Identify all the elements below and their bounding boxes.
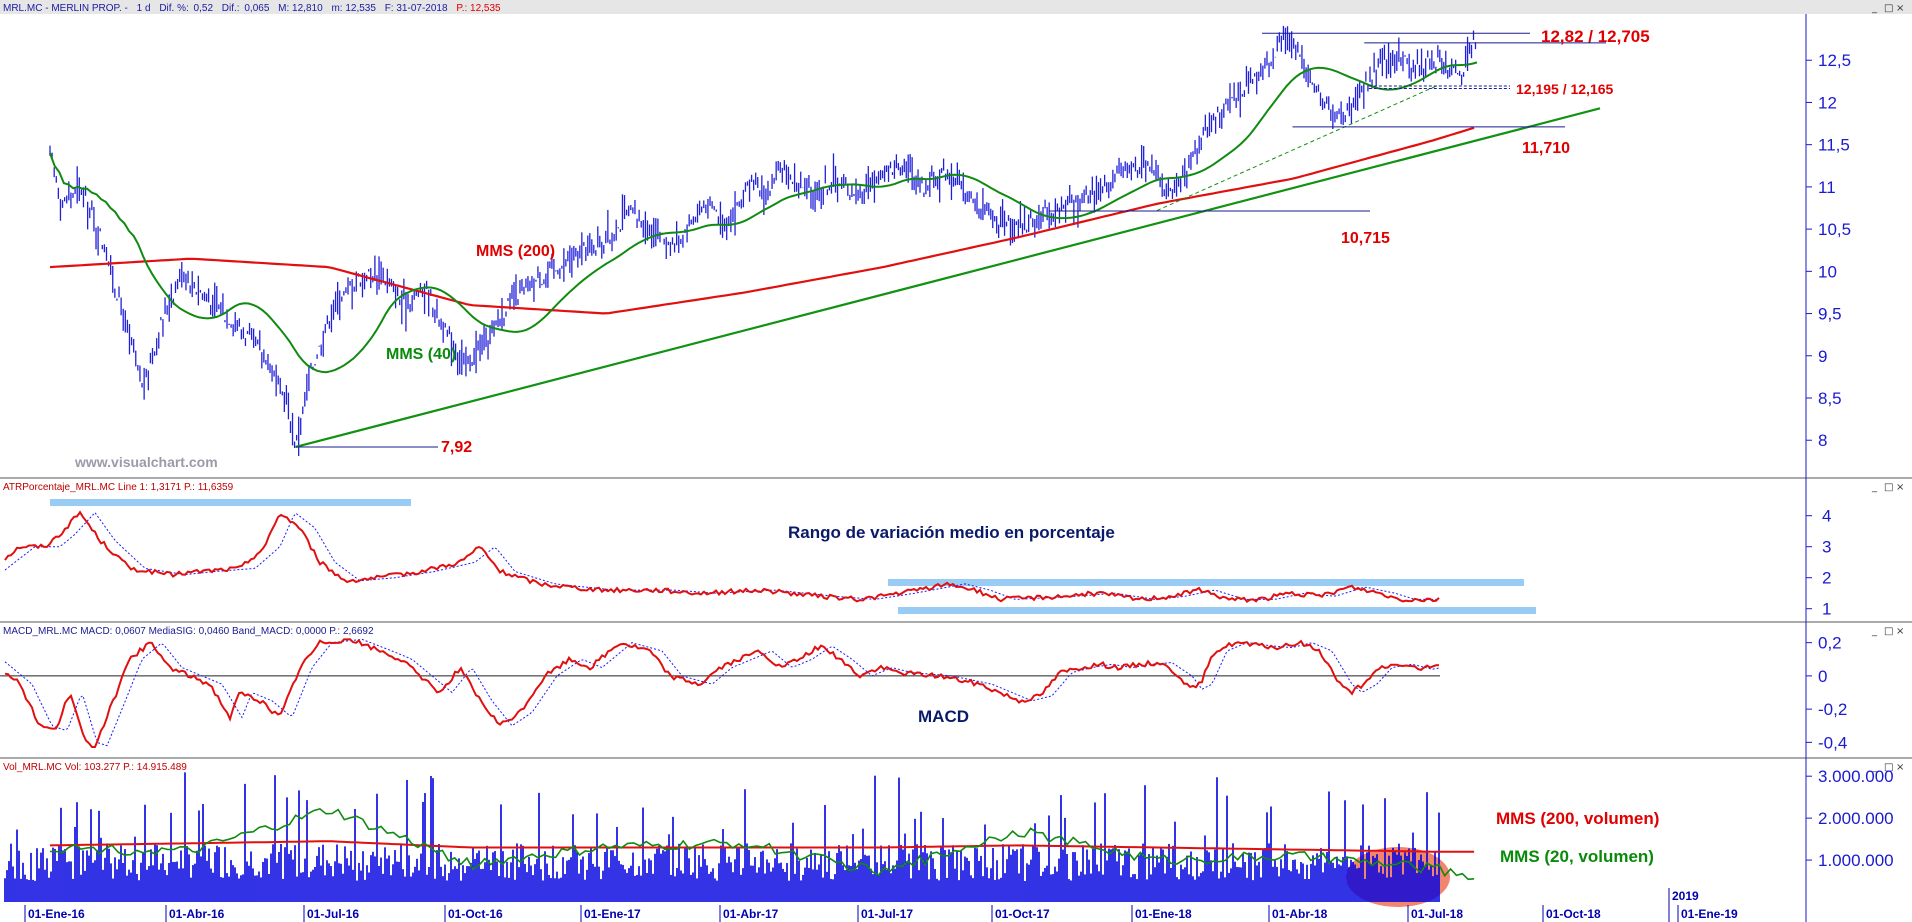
atr-close-button[interactable]: × [1896,482,1904,493]
x-tick-label: 01-Oct-16 [448,907,503,921]
volume-minimize-button[interactable]: _ [1871,762,1878,773]
x-tick-label: 01-Jul-18 [1411,907,1463,921]
atr-maximize-button[interactable]: □ [1884,482,1893,493]
macd-tick-label: 0,2 [1818,634,1842,653]
vol-mms20-label: MMS (20, volumen) [1500,847,1654,866]
header-difpct-label: Dif. %: [159,3,188,14]
mms200-label: MMS (200) [476,243,555,260]
volume-maximize-button[interactable]: □ [1884,762,1893,773]
header-dif-value: 0,065 [244,3,269,14]
macd-signal-line [4,638,1440,747]
header-difpct-value: 0,52 [194,3,214,14]
atr-tick-label: 3 [1822,538,1831,557]
maximize-button[interactable]: □ [1884,3,1893,14]
price-tick-label: 9,5 [1818,305,1842,324]
minimize-button[interactable]: _ [1871,3,1878,14]
header-symbol: MRL.MC - MERLIN PROP. - [3,3,128,14]
volume-tick-label: 1.000.000 [1818,851,1894,870]
x-tick-label: 01-Abr-18 [1272,907,1328,921]
price-tick-label: 10,5 [1818,220,1851,239]
atr-title: Rango de variación medio en porcentaje [788,523,1115,542]
watermark: www.visualchart.com [74,454,218,470]
close-button[interactable]: × [1896,3,1904,14]
vol-mms200-label: MMS (200, volumen) [1496,809,1659,828]
header-bar [0,0,1912,14]
macd-tick-label: -0,2 [1818,700,1847,719]
volume-close-button[interactable]: × [1896,762,1904,773]
volume-tick-label: 2.000.000 [1818,809,1894,828]
atr-panel [4,499,1536,614]
x-tick-label: 01-Ene-18 [1135,907,1192,921]
atr-window-buttons[interactable]: _ □ × [1871,482,1904,493]
macd-tick-label: 0 [1818,667,1827,686]
atr-line [4,510,1440,604]
header-period: 1 d [137,3,151,14]
volume-legend: Vol_MRL.MC Vol: 103.277 P.: 14.915.489 [3,762,187,773]
mms40-line [49,61,1478,374]
x-tick-label: 01-Abr-17 [723,907,779,921]
macd-window-buttons[interactable]: _ □ × [1871,626,1904,637]
price-panel [49,25,1606,456]
support-short-label: 12,195 / 12,165 [1516,81,1614,97]
atr-minimize-button[interactable]: _ [1871,482,1878,493]
min-low-label: 7,92 [441,439,472,456]
header-price: P.: 12,535 [456,3,501,14]
x-tick-label: 01-Oct-18 [1546,907,1601,921]
atr-tick-label: 2 [1822,569,1831,588]
vol-mms20-line [50,808,1475,881]
x-tick-label: 01-Ene-19 [1681,907,1738,921]
price-tick-label: 11,5 [1818,136,1850,155]
volume-panel [4,772,1475,907]
x-tick-label: 01-Abr-16 [169,907,225,921]
volume-tick-label: 3.000.000 [1818,767,1894,786]
x-tick-label: 01-Ene-16 [28,907,85,921]
price-tick-label: 12 [1818,93,1837,112]
price-tick-label: 8 [1818,431,1827,450]
atr-band-lower [898,607,1536,614]
support-mid-label: 11,710 [1522,140,1570,157]
atr-tick-label: 1 [1822,600,1831,619]
year-marker-label: 2019 [1672,889,1699,903]
x-tick-label: 01-Jul-16 [307,907,359,921]
support-low-label: 10,715 [1341,230,1390,247]
macd-panel [0,638,1440,748]
price-tick-label: 10 [1818,262,1837,281]
trendline-short [1156,85,1438,211]
header-legend: MRL.MC - MERLIN PROP. - 1 d Dif. %: 0,52… [3,3,501,14]
y-axis-ticks: 12,5 12 11,5 11 10,5 10 9,5 9 8,5 8 4 3 2 1 0,2 0 -0,2 -0… [1806,51,1894,870]
volume-highlight [1346,847,1450,907]
atr-band-upper [888,579,1524,586]
atr-signal-line [4,511,1439,600]
x-axis: 01-Ene-16 01-Abr-16 01-Jul-16 01-Oct-16 01-E… [24,888,1738,922]
price-tick-label: 9 [1818,347,1827,366]
macd-close-button[interactable]: × [1896,626,1904,637]
macd-minimize-button[interactable]: _ [1871,626,1878,637]
atr-tick-label: 4 [1822,507,1831,526]
macd-title: MACD [918,707,969,726]
header-dif-label: Dif.: [222,3,240,14]
trendline [295,107,1601,449]
macd-maximize-button[interactable]: □ [1884,626,1893,637]
macd-tick-label: -0,4 [1818,733,1847,752]
macd-line [4,638,1440,748]
header-date: F: 31-07-2018 [385,3,448,14]
header-max: M: 12,810 [278,3,323,14]
x-tick-label: 01-Oct-17 [995,907,1050,921]
x-tick-label: 01-Ene-17 [584,907,641,921]
atr-legend: ATRPorcentaje_MRL.MC Line 1: 1,3171 P.: … [3,482,234,493]
mms200-line [49,126,1475,315]
price-tick-label: 12,5 [1818,51,1851,70]
resistance-label: 12,82 / 12,705 [1541,27,1650,46]
atr-band-top [50,499,411,506]
price-tick-label: 11 [1818,178,1836,197]
macd-legend: MACD_MRL.MC MACD: 0,0607 MediaSIG: 0,046… [3,626,374,637]
vol-mms200-line [49,840,1475,853]
x-tick-label: 01-Jul-17 [861,907,913,921]
price-tick-label: 8,5 [1818,389,1842,408]
header-min: m: 12,535 [331,3,376,14]
volume-window-buttons[interactable]: _ □ × [1871,762,1904,773]
mms40-label: MMS (40) [386,346,456,363]
